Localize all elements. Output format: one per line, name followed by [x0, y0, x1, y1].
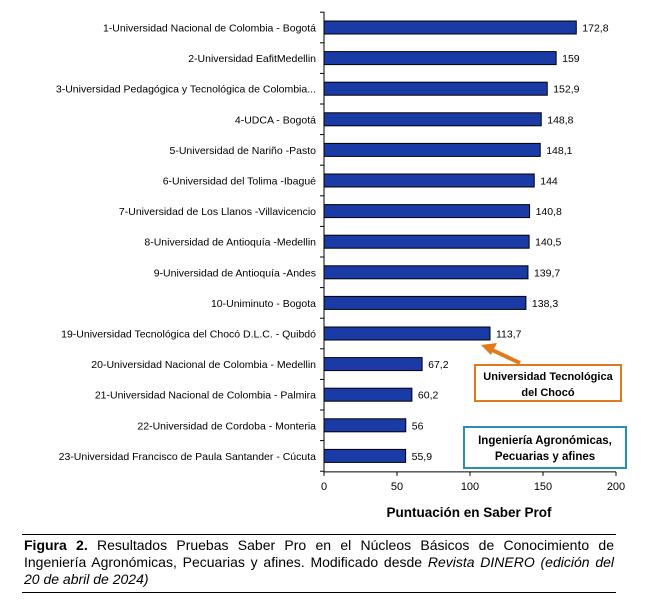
category-label: 10-Uniminuto - Bogota: [211, 298, 316, 310]
highlight-callout-line2: del Chocó: [521, 387, 575, 399]
x-tick-label: 200: [607, 481, 625, 493]
chart-bars: [323, 20, 577, 463]
caption-bottom-rule: [22, 592, 616, 593]
value-label: 144: [540, 176, 558, 188]
caption-source: Revista DINERO (edición del 20 de abril …: [24, 554, 614, 587]
arrow-shaft: [489, 347, 521, 365]
category-label: 6-Universidad del Tolima -Ibagué: [163, 176, 316, 188]
value-label: 60,2: [418, 390, 439, 402]
value-label: 148,1: [546, 145, 572, 157]
category-label: 2-Universidad EafitMedellin: [188, 53, 316, 65]
x-tick-label: 150: [534, 481, 552, 493]
arrow-head: [481, 343, 497, 355]
highlight-arrow: [481, 343, 521, 365]
area-callout: Ingeniería Agronómicas, Pecuarias y afin…: [463, 426, 627, 469]
bar: [323, 173, 535, 188]
category-label: 21-Universidad Nacional de Colombia - Pa…: [95, 390, 316, 402]
bar: [323, 81, 548, 96]
bar-chart: 0 50 100 150 200 1-Universidad Nacional de C…: [56, 11, 625, 520]
category-label: 3-Universidad Pedagógica y Tecnológica d…: [56, 84, 316, 96]
bar: [323, 51, 557, 66]
bar: [323, 204, 531, 219]
x-axis-title: Puntuación en Saber Prof: [386, 505, 552, 520]
highlight-callout: Universidad Tecnológica del Chocó: [474, 364, 622, 402]
bar: [323, 112, 542, 127]
value-label: 159: [562, 53, 580, 65]
caption-text: Resultados Pruebas Saber Pro en el Núcle…: [24, 537, 614, 570]
figure-caption: Figura 2. Resultados Pruebas Saber Pro e…: [24, 537, 614, 588]
x-tick-label: 0: [321, 481, 327, 493]
bar: [323, 387, 413, 402]
category-label: 23-Universidad Francisco de Paula Santan…: [59, 451, 317, 463]
caption-figure-label: Figura 2.: [24, 537, 88, 553]
bar: [323, 357, 423, 372]
value-label: 113,7: [496, 329, 522, 341]
highlight-callout-line1: Universidad Tecnológica: [483, 371, 613, 383]
x-tick-label: 50: [391, 481, 403, 493]
category-label: 4-UDCA - Bogotá: [235, 114, 316, 126]
value-label: 140,8: [536, 206, 562, 218]
area-callout-line2: Pecuarias y afines: [494, 451, 596, 463]
bar: [323, 326, 491, 341]
value-label: 140,5: [535, 237, 561, 249]
category-label: 9-Universidad de Antioquía -Andes: [154, 267, 316, 279]
value-label: 56: [412, 420, 424, 432]
bar: [323, 448, 407, 463]
x-tick-label: 100: [461, 481, 479, 493]
value-label: 152,9: [553, 84, 579, 96]
value-label: 55,9: [412, 451, 433, 463]
bar: [323, 418, 407, 433]
bar: [323, 142, 541, 157]
category-label: 20-Universidad Nacional de Colombia - Me…: [91, 359, 316, 371]
category-label: 8-Universidad de Antioquía -Medellin: [144, 237, 316, 249]
value-label: 67,2: [428, 359, 449, 371]
bar: [323, 265, 529, 280]
area-callout-line1: Ingeniería Agronómicas,: [478, 435, 612, 447]
bar: [323, 20, 577, 35]
value-label: 138,3: [532, 298, 558, 310]
value-label: 148,8: [547, 114, 573, 126]
chart-axes: 0 50 100 150 200: [320, 11, 625, 493]
value-label: 139,7: [534, 267, 560, 279]
value-label: 172,8: [582, 23, 608, 35]
bar: [323, 234, 530, 249]
category-label: 1-Universidad Nacional de Colombia - Bog…: [103, 23, 316, 35]
category-label: 5-Universidad de Nariño -Pasto: [170, 145, 317, 157]
category-label: 22-Universidad de Cordoba - Monteria: [137, 420, 316, 432]
category-label: 7-Universidad de Los Llanos -Villavicenc…: [119, 206, 316, 218]
bar: [323, 295, 527, 310]
chart-labels: 1-Universidad Nacional de Colombia - Bog…: [56, 23, 609, 463]
caption-top-rule: [22, 534, 616, 535]
category-label: 19-Universidad Tecnológica del Chocó D.L…: [61, 329, 316, 341]
